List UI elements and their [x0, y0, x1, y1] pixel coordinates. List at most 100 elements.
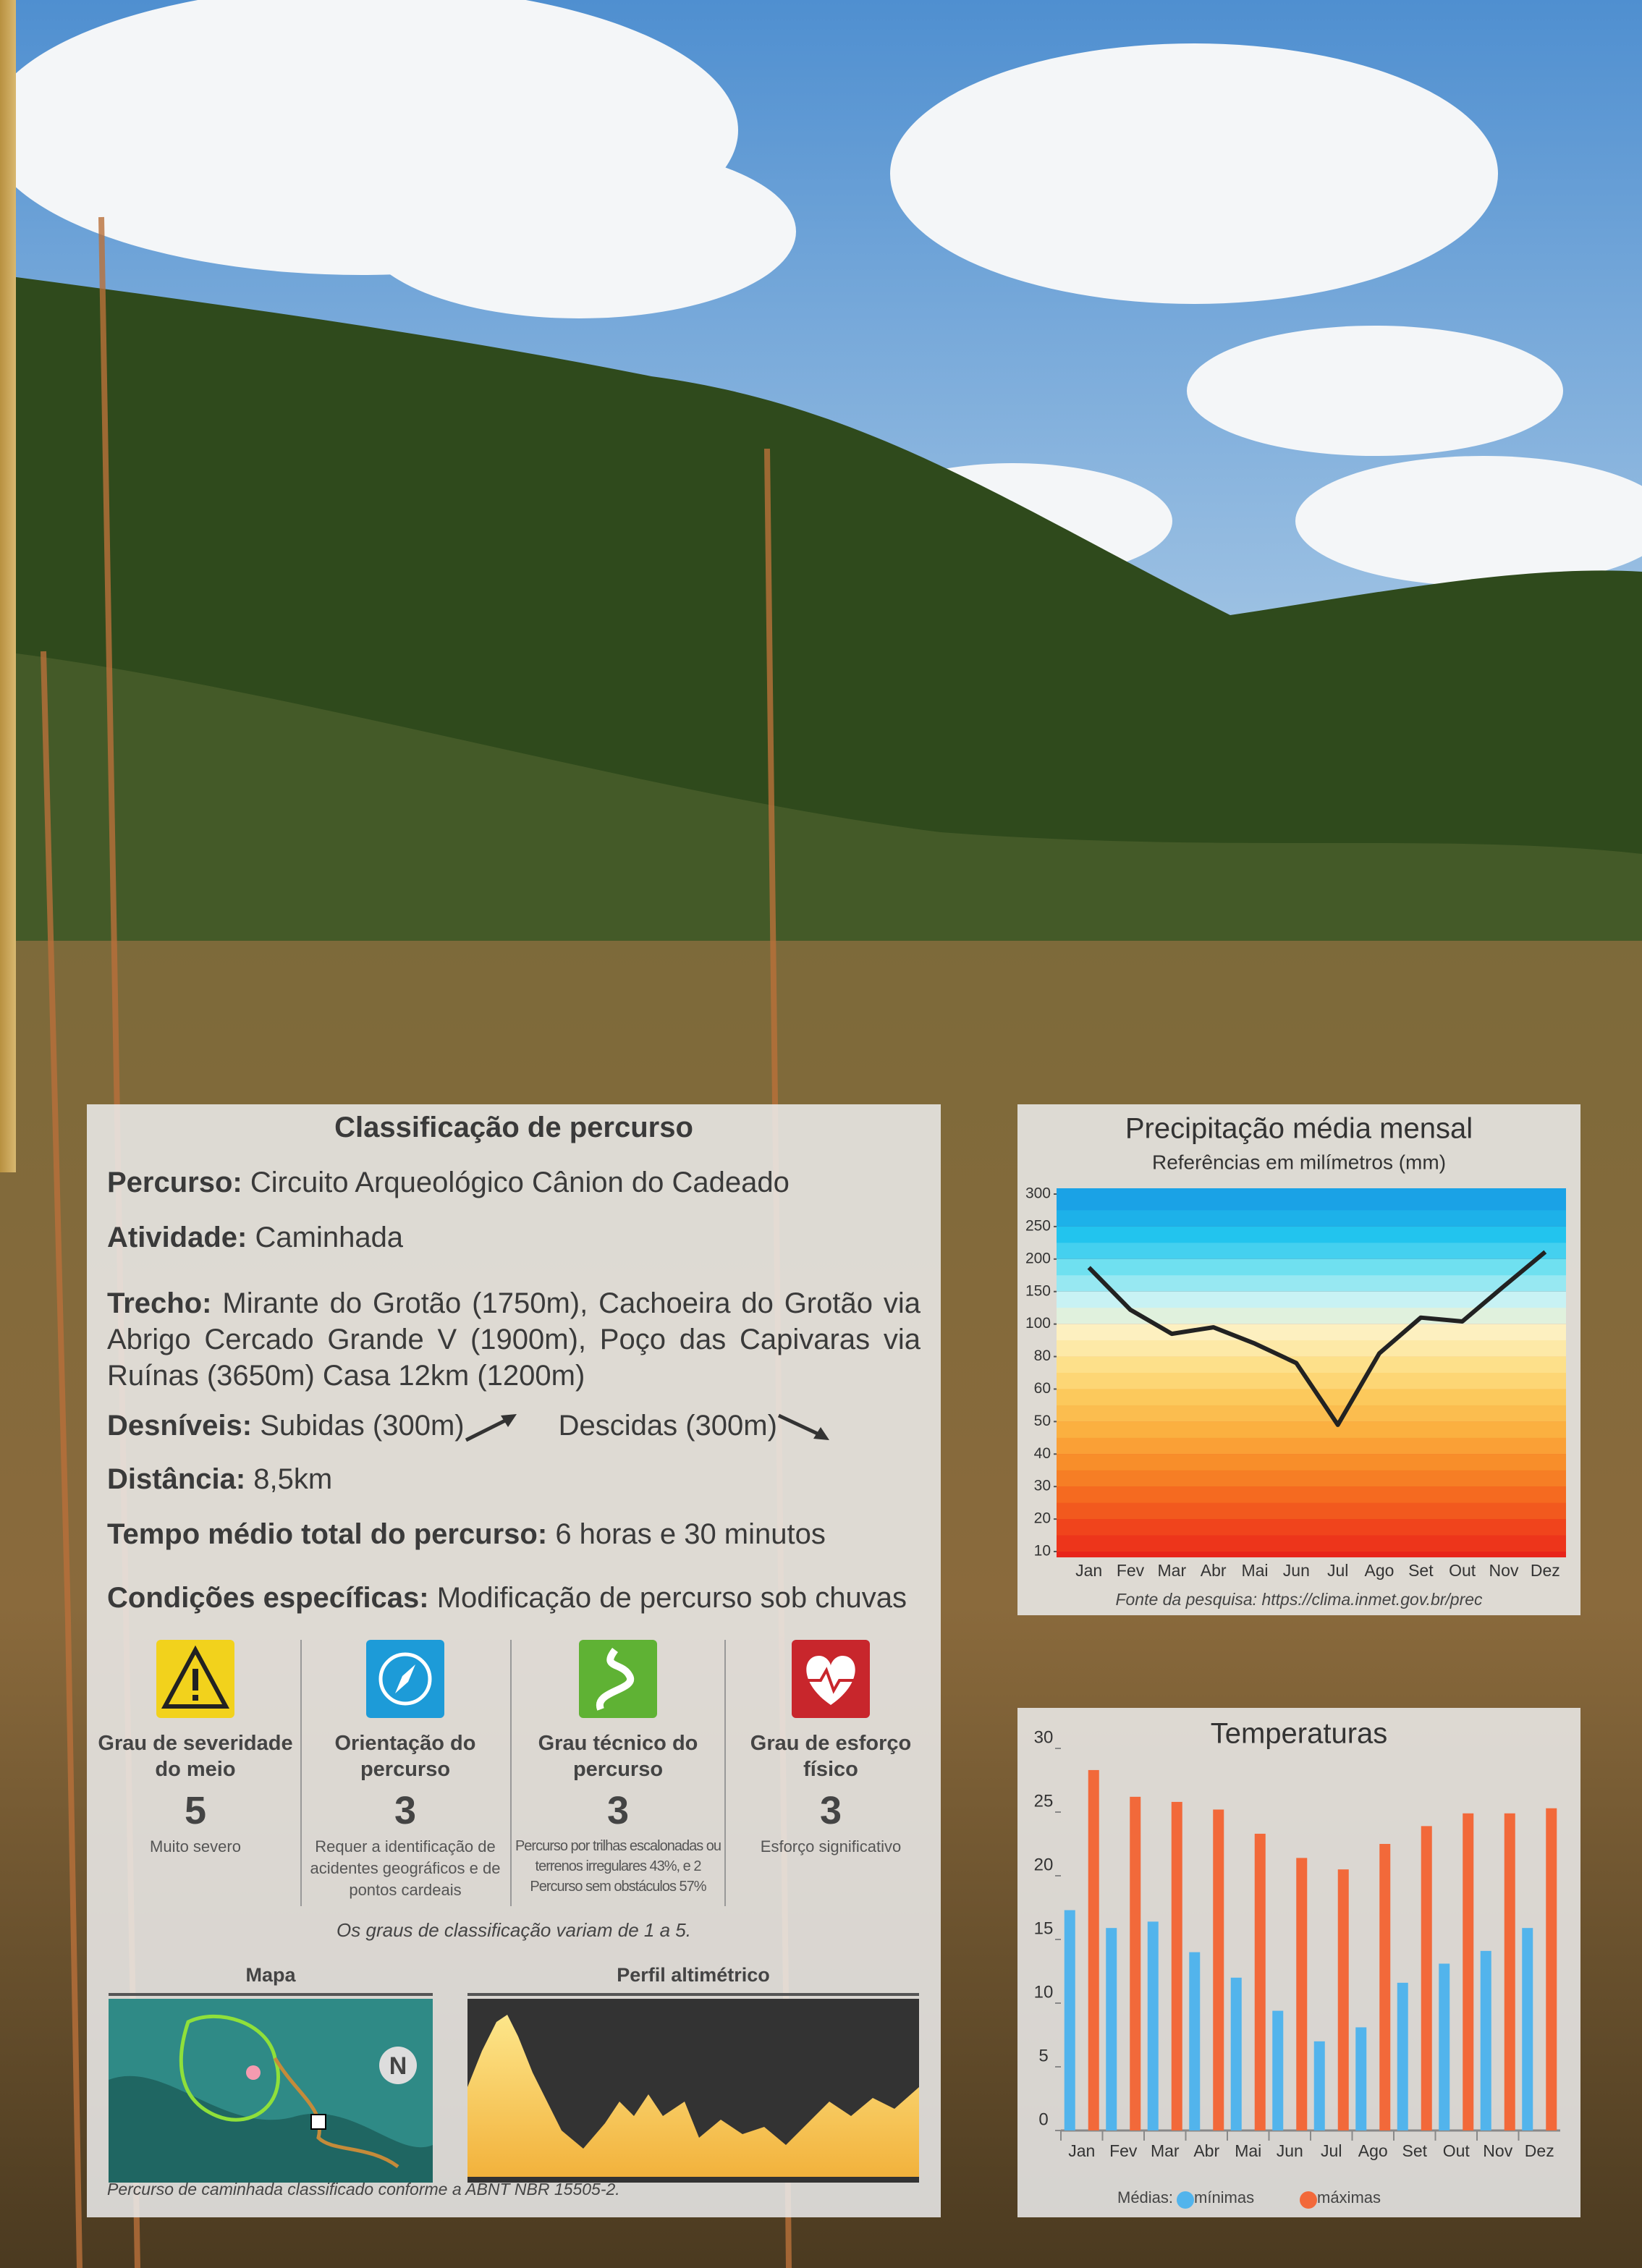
value: Caminhada: [255, 1222, 403, 1253]
x-tick-label: Jul: [1321, 2141, 1342, 2160]
value: 6 horas e 30 minutos: [555, 1518, 826, 1550]
grade-description: Percurso por trilhas escalonadas ou terr…: [511, 1836, 725, 1897]
value: 8,5km: [253, 1463, 332, 1495]
x-tick-label: Dez: [1525, 2141, 1554, 2160]
info-row: Trecho: Mirante do Grotão (1750m), Cacho…: [107, 1285, 921, 1394]
precipitation-chart: Fonte da pesquisa: https://clima.inmet.g…: [1017, 1104, 1580, 1615]
severity-icon: [156, 1640, 234, 1718]
info-row: Tempo médio total do percurso: 6 horas e…: [107, 1518, 826, 1551]
label: Percurso:: [107, 1167, 242, 1198]
grade-title: Grau de severidade do meio: [90, 1730, 301, 1782]
band: [1057, 1275, 1566, 1291]
technical-icon: [579, 1640, 657, 1718]
elevation-profile: [467, 1993, 919, 2183]
grade-column: Orientação do percurso 3 Requer a identi…: [300, 1640, 511, 1901]
x-tick-label: Jun: [1277, 2141, 1303, 2160]
x-tick-label: Mai: [1241, 1561, 1268, 1580]
bar: [1397, 1983, 1408, 2131]
y-tick-label: 5: [1038, 2046, 1048, 2065]
y-tick-label: 150: [1025, 1282, 1051, 1299]
info-row: Desníveis: Subidas (300m)Descidas (300m): [107, 1410, 831, 1443]
y-tick-label: 25: [1034, 1791, 1054, 1811]
arrow-up: [465, 1411, 518, 1443]
y-tick-label: 0: [1038, 2110, 1048, 2129]
profile-label: Perfil altimétrico: [467, 1964, 919, 1986]
band: [1057, 1536, 1566, 1552]
grade-value: 5: [90, 1788, 301, 1833]
arrow-down: [777, 1411, 831, 1443]
value: Modificação de percurso sob chuvas: [437, 1582, 907, 1614]
x-tick-label: Set: [1402, 2141, 1427, 2160]
x-tick-label: Jan: [1075, 1561, 1102, 1580]
grade-description: Requer a identificação de acidentes geog…: [300, 1836, 511, 1901]
x-tick-label: Out: [1443, 2141, 1470, 2160]
x-tick-label: Jan: [1068, 2141, 1095, 2160]
x-tick-label: Set: [1408, 1561, 1434, 1580]
label: Atividade:: [107, 1222, 247, 1253]
band: [1057, 1503, 1566, 1519]
x-tick-label: Mar: [1151, 2141, 1180, 2160]
y-tick-label: 250: [1025, 1217, 1051, 1234]
grade-value: 3: [511, 1788, 725, 1833]
y-tick-label: 100: [1025, 1315, 1051, 1332]
grade-title: Grau técnico do percurso: [511, 1730, 725, 1782]
label: Tempo médio total do percurso:: [107, 1518, 547, 1550]
y-tick-label: 50: [1034, 1413, 1051, 1429]
x-tick-label: Mar: [1158, 1561, 1187, 1580]
bar: [1481, 1951, 1491, 2131]
label: Desníveis:: [107, 1410, 252, 1442]
value: Descidas (300m): [559, 1410, 777, 1442]
bar: [1546, 1808, 1557, 2131]
info-row: Percurso: Circuito Arqueológico Cânion d…: [107, 1167, 790, 1199]
y-tick-label: 40: [1034, 1445, 1051, 1462]
bar: [1379, 1844, 1390, 2131]
bar: [1314, 2041, 1325, 2131]
bar: [1130, 1797, 1140, 2131]
info-row: Distância: 8,5km: [107, 1463, 332, 1496]
x-tick-label: Mai: [1235, 2141, 1261, 2160]
grade-column: Grau de severidade do meio 5 Muito sever…: [90, 1640, 301, 1858]
grade-title: Grau de esforço físico: [725, 1730, 936, 1782]
y-tick-label: 80: [1034, 1347, 1051, 1364]
footer-note: Percurso de caminhada classificado confo…: [107, 2180, 620, 2199]
bar: [1088, 1770, 1099, 2131]
legend-title: Médias:: [1117, 2188, 1173, 2206]
chart-source: Fonte da pesquisa: https://clima.inmet.g…: [1115, 1590, 1483, 1609]
y-tick-label: 10: [1034, 1982, 1054, 2002]
chart-subtitle: Referências em milímetros (mm): [1152, 1151, 1446, 1173]
label: Trecho:: [107, 1287, 211, 1319]
x-tick-label: Out: [1449, 1561, 1476, 1580]
band: [1057, 1438, 1566, 1454]
y-tick-label: 20: [1034, 1855, 1054, 1874]
x-tick-label: Abr: [1201, 1561, 1227, 1580]
legend-marker: [1300, 2191, 1317, 2209]
svg-text:N: N: [389, 2052, 407, 2080]
page: Classificação de percurso Percurso: Circ…: [0, 0, 1642, 2268]
x-tick-label: Ago: [1365, 1561, 1395, 1580]
y-tick-label: 30: [1034, 1727, 1054, 1747]
value: Mirante do Grotão (1750m), Cachoeira do …: [107, 1287, 921, 1392]
y-tick-label: 30: [1034, 1478, 1051, 1494]
x-tick-label: Nov: [1483, 2141, 1512, 2160]
bar: [1189, 1952, 1200, 2131]
bar: [1255, 1834, 1266, 2131]
band: [1057, 1405, 1566, 1421]
legend-label: máximas: [1317, 2188, 1381, 2206]
bar: [1231, 1978, 1242, 2131]
bar: [1148, 1921, 1159, 2131]
info-row: Atividade: Caminhada: [107, 1222, 403, 1254]
bar: [1505, 1814, 1515, 2131]
y-tick-label: 300: [1025, 1185, 1051, 1202]
band: [1057, 1210, 1566, 1226]
bar: [1522, 1928, 1533, 2131]
bar: [1463, 1814, 1473, 2131]
panel-title: Classificação de percurso: [87, 1112, 941, 1144]
bar: [1272, 2011, 1283, 2131]
effort-icon: [792, 1640, 870, 1718]
band: [1057, 1471, 1566, 1486]
grade-value: 3: [300, 1788, 511, 1833]
legend-marker: [1177, 2191, 1194, 2209]
bar: [1338, 1869, 1349, 2131]
label: Distância:: [107, 1463, 245, 1495]
x-tick-label: Abr: [1193, 2141, 1219, 2160]
